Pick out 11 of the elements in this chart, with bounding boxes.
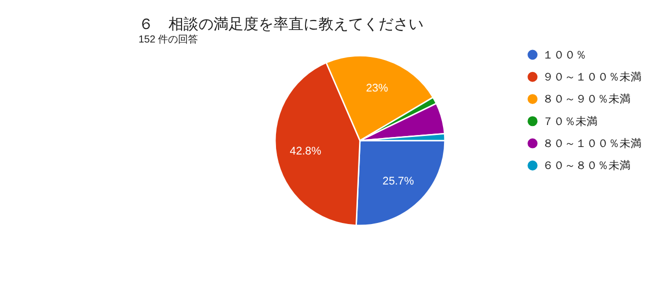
data-label: 42.8% <box>290 145 322 158</box>
legend-label: １００％ <box>542 49 587 62</box>
legend-label: ８０～１００％未満 <box>542 137 642 150</box>
data-label: 23% <box>366 82 388 95</box>
chart-title: ６ 相談の満足度を率直に教えてください <box>138 16 424 33</box>
text: 152 件の回答 <box>138 34 198 46</box>
legend-label: ８０～９０％未満 <box>542 92 631 106</box>
legend-label: ９０～１００％未満 <box>542 70 642 84</box>
legend-label: ６０～８０％未満 <box>542 159 631 172</box>
legend-label: ７０％未満 <box>542 114 598 128</box>
data-label: 25.7% <box>382 175 414 188</box>
